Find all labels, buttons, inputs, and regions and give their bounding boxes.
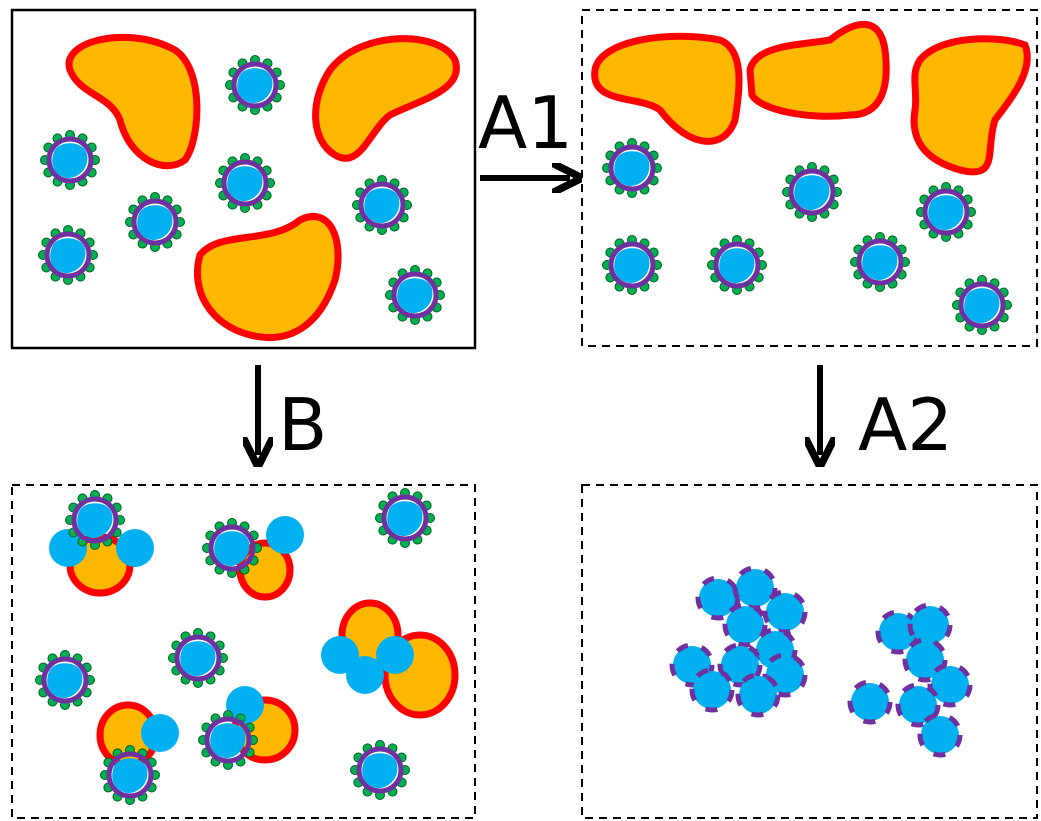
coated-particle	[707, 235, 767, 295]
step-label: A2	[858, 383, 953, 467]
coated-particle	[916, 182, 976, 242]
step-label: A1	[478, 81, 573, 165]
bare-particle	[847, 679, 893, 725]
step-label: B	[278, 383, 327, 467]
bare-particle	[695, 575, 741, 621]
coated-particle	[100, 745, 160, 805]
panel-initial	[10, 8, 477, 350]
panel-b	[11, 484, 476, 819]
coated-particle	[38, 225, 98, 285]
coated-particle	[35, 650, 95, 710]
coated-particle	[40, 130, 100, 190]
coated-particle	[202, 518, 262, 578]
arrows	[258, 178, 820, 455]
yellow-particles	[65, 20, 1031, 769]
bare-particle	[376, 636, 414, 674]
coated-particle	[125, 192, 185, 252]
coated-particle	[215, 153, 275, 213]
coated-particle	[782, 162, 842, 222]
panel-a1	[581, 9, 1038, 347]
bare-particle	[917, 712, 963, 758]
bare-particle	[226, 686, 264, 724]
coated-particle	[350, 740, 410, 800]
bare-particle	[49, 529, 87, 567]
bare-particle	[346, 656, 384, 694]
coated-particle	[168, 628, 228, 688]
bare-particle	[895, 682, 941, 728]
coated-particle	[952, 275, 1012, 335]
coated-particle	[198, 710, 258, 770]
coated-particle	[352, 175, 412, 235]
coated-particle	[65, 490, 125, 550]
coated-particle	[225, 55, 285, 115]
bare-particle	[762, 589, 808, 635]
bare-particle	[689, 667, 735, 713]
coated-particle	[375, 488, 435, 548]
bare-particle	[266, 516, 304, 554]
bare-particle	[735, 672, 781, 718]
panel-a2	[581, 484, 1038, 819]
bare-particle	[927, 662, 973, 708]
bare-particle	[141, 714, 179, 752]
coated-particle	[602, 138, 662, 198]
coated-particle	[850, 232, 910, 292]
bare-particle	[722, 602, 768, 648]
bare-particle	[116, 529, 154, 567]
coated-particle	[602, 235, 662, 295]
coated-particle	[385, 265, 445, 325]
